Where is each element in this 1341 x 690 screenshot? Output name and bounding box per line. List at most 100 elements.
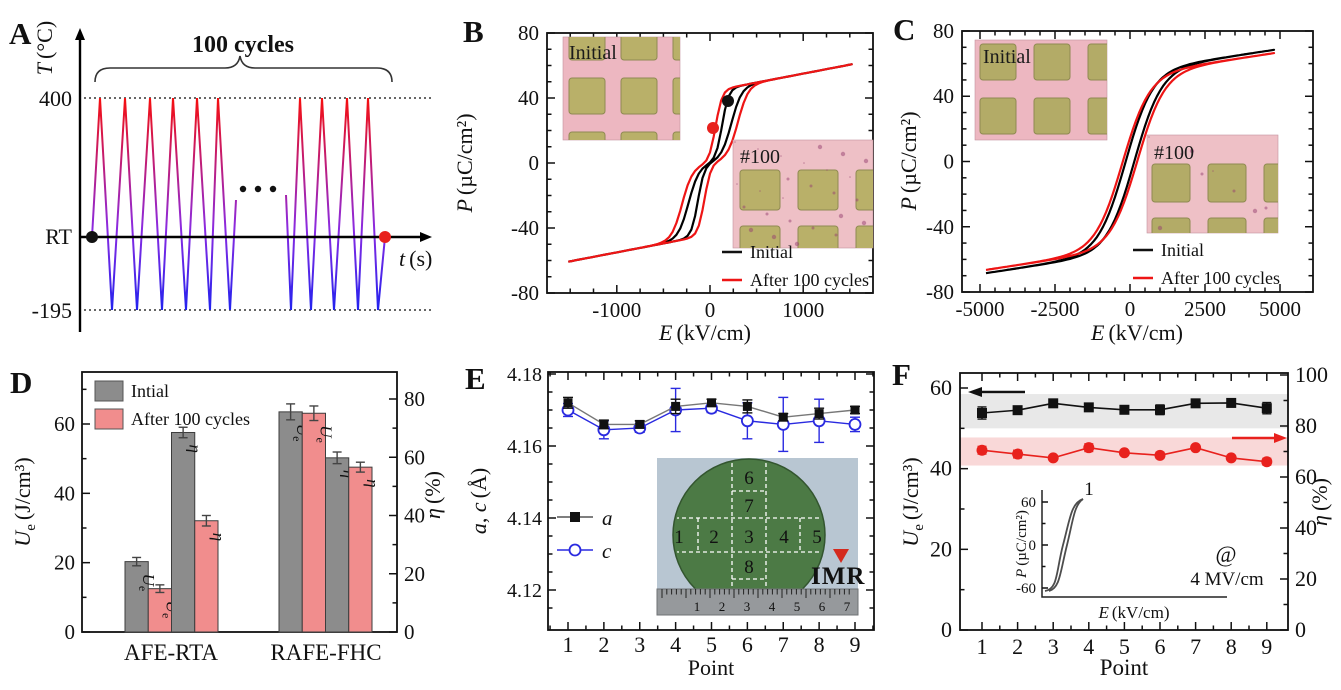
y-axis-arrowhead [75,28,85,40]
tick-label: -40 [511,216,539,240]
bar [348,466,373,633]
electrode-pad [672,37,680,61]
marker-ue [1155,404,1165,415]
inset-label: #100 [740,146,780,168]
tick-label: 3 [634,632,645,657]
legend: Intial After 100 cycles [94,380,250,430]
inset-curves: 60 0 -60 1 [1016,479,1094,597]
panel-c: C -5000 -2500 0 2500 5000 -80 -40 0 40 80 Initial… [893,12,1314,345]
inset-label: #100 [1154,142,1194,164]
speckle [736,183,738,185]
tick-label: 20 [930,536,952,561]
speckle [1148,136,1150,138]
inset-y-axis-title: P(µC/cm²) [1014,510,1030,579]
panel-a: A 100 cycles 400 RT -195 T(°C) t (s) [9,16,432,332]
electrode-pad [1087,43,1107,81]
tick-label: 0 [529,151,540,175]
marker-a [635,419,645,429]
marker-eta [1047,452,1059,464]
electrode-pad [1263,163,1278,203]
tick-label: 40 [54,481,75,505]
speckle [1189,148,1195,154]
speckle [1180,153,1182,155]
legend-label-initial: Intial [131,381,169,401]
electrode-pad [1033,97,1071,135]
tick-label: 40 [930,456,952,481]
speckle [742,205,746,209]
legend-label-c: c [602,539,612,563]
electrode-pad [797,169,839,211]
y-axis-title-left: Ue(J/cm³) [10,457,39,546]
speckle [782,197,784,199]
speckle [765,212,769,216]
marker-eta [1083,442,1095,454]
bar [124,561,149,633]
speckle [817,144,823,150]
marker-ue [1226,397,1237,408]
speckle [838,213,844,219]
tick-label: 1 [1084,479,1094,500]
electrode-pad [797,225,839,248]
bar-label: η [209,533,228,541]
y-axis-title-left: Ue(J/cm³) [898,457,927,546]
tick-label: 60 [930,375,952,400]
axis-ticks: 0 20 40 60 0 20 40 60 80 [54,387,425,644]
bar-label: Ue [136,574,158,592]
right-axis-arrowhead [1274,433,1287,443]
brace [94,55,393,83]
y-axis-title: P(µC/cm²) [896,111,921,211]
tick-label: 0 [944,150,955,174]
chart-mark: η [186,444,205,452]
group-label-rafe-fhc: RAFE-FHC [270,640,381,665]
ruler-number: 3 [744,599,751,614]
data-series [976,397,1273,468]
y-axis-title: T(°C) [32,21,57,75]
tick-label: 80 [404,387,425,411]
legend-label-cycled: After 100 cycles [750,270,869,290]
tick-label: 0 [65,620,76,644]
speckle [834,233,838,237]
ruler-marks: 1 2 3 4 5 6 7 [661,589,851,614]
legend: Initial After 100 cycles [722,242,869,290]
chart-mark: η [363,479,382,487]
tick-label: 20 [1295,566,1317,591]
speckle [1200,172,1204,176]
tick-label: 7 [778,632,789,657]
marker-a [742,401,752,411]
legend-marker-c [568,543,582,557]
tick-label: 9 [1261,634,1272,659]
marker-a [707,398,716,408]
tick-label: 0 [1029,538,1037,554]
electrode-pad [979,43,1017,81]
tick-label: 0 [1295,617,1306,642]
inset-label: Initial [983,46,1031,68]
speckle [803,162,805,164]
electrode-pad [620,77,658,115]
electrode-pad [620,37,658,61]
tick-label: -80 [926,280,954,304]
tick-label: 0 [705,298,716,322]
plot-frame [81,371,398,633]
inset-axes [1041,490,1227,598]
field-annotation: 4 MV/cm [1190,569,1264,590]
speckle [788,219,792,223]
tick-label: 80 [1295,413,1317,438]
legend-label-initial: Initial [1161,240,1204,260]
electrode-pad [1207,217,1247,233]
marker-ue [1261,403,1272,414]
panel-letter-d: D [10,365,32,400]
marker-eta [1012,448,1024,460]
electrode-pad [855,225,873,248]
marker-ue [1012,405,1023,416]
tick-label: 60 [1021,495,1036,511]
hysteresis-curves [568,63,853,263]
tick-label: 20 [404,562,425,586]
tick-label: 5 [1119,634,1130,659]
axis-ticks: 1 2 3 4 5 6 7 8 94.124.144.164.18 [507,364,874,657]
marker-a [778,412,788,422]
panel-letter-a: A [9,16,32,51]
wafer-point-number: 1 [674,527,684,548]
marker-eta [1118,447,1130,459]
ellipsis-dots [239,185,277,193]
